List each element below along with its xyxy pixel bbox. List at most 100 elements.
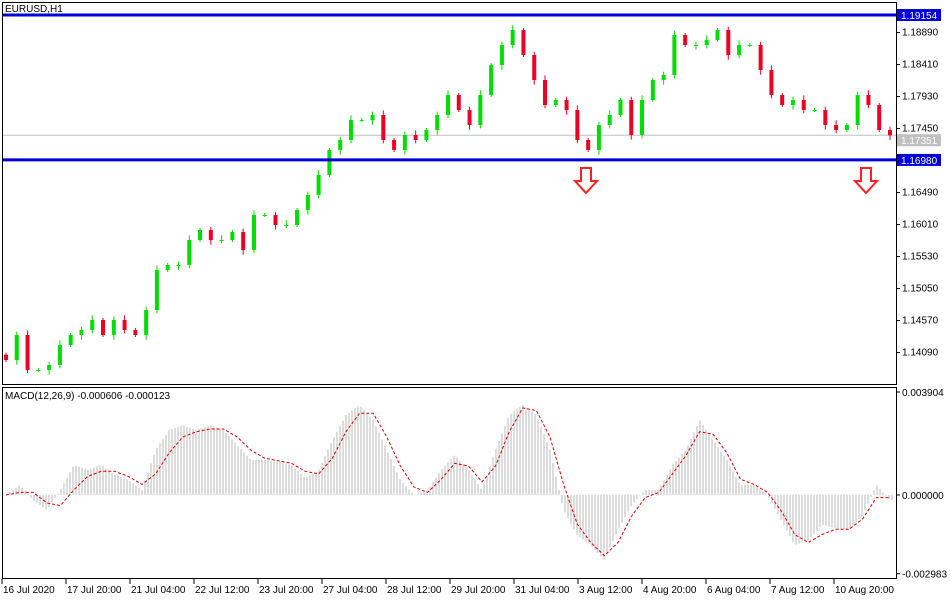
candle — [208, 226, 213, 245]
candle — [532, 51, 537, 85]
x-tick-label: 6 Aug 04:00 — [707, 585, 761, 596]
candle-body — [693, 45, 698, 46]
candle — [683, 33, 688, 47]
candle-body — [467, 110, 472, 125]
candle — [812, 108, 817, 112]
candle — [467, 106, 472, 130]
candle-body — [392, 140, 397, 150]
x-tick-label: 21 Jul 04:00 — [131, 585, 186, 596]
candle — [176, 261, 181, 270]
candle — [111, 316, 116, 340]
candle — [553, 98, 558, 107]
candle — [596, 121, 601, 155]
candle-body — [101, 320, 106, 335]
candle-body — [737, 45, 742, 55]
candle — [327, 148, 332, 177]
candle — [726, 26, 731, 60]
candle — [370, 111, 375, 125]
candle-body — [446, 95, 450, 115]
level-price-label: 1.19154 — [901, 11, 938, 22]
candle — [478, 90, 483, 129]
macd-pane[interactable] — [2, 387, 897, 579]
candle-body — [866, 95, 871, 105]
candle — [575, 105, 580, 144]
candle-body — [36, 370, 41, 371]
candle-body — [521, 30, 526, 55]
y-tick-label: 1.18890 — [902, 28, 939, 39]
macd-y-tick-label: 0.000000 — [902, 491, 944, 502]
candle — [446, 90, 450, 119]
candle — [144, 306, 149, 340]
candle-body — [726, 30, 731, 55]
candle-body — [769, 70, 774, 95]
candle-body — [262, 215, 267, 216]
candle — [284, 220, 289, 229]
candle — [769, 65, 774, 99]
candle — [338, 136, 343, 155]
y-tick-label: 1.15050 — [902, 284, 939, 295]
candle-body — [111, 320, 116, 335]
candle — [122, 315, 127, 334]
candle-body — [219, 240, 224, 241]
macd-y-tick-label: -0.002983 — [902, 570, 947, 581]
candle — [715, 28, 720, 42]
candle-body — [435, 115, 440, 130]
candle — [489, 63, 494, 97]
price-pane[interactable] — [2, 2, 897, 385]
x-tick-label: 27 Jul 04:00 — [323, 585, 378, 596]
candle — [57, 340, 62, 369]
candle-body — [359, 120, 364, 121]
candle — [424, 128, 429, 142]
candle-body — [758, 45, 763, 70]
candle — [564, 96, 569, 115]
candle-body — [208, 230, 213, 240]
candle-body — [284, 225, 289, 226]
candle — [607, 110, 612, 129]
x-tick-label: 10 Aug 20:00 — [835, 585, 894, 596]
x-tick-label: 7 Aug 12:00 — [771, 585, 825, 596]
candle — [640, 95, 645, 139]
down-arrow-icon — [852, 167, 880, 195]
candle — [262, 213, 267, 217]
candle — [790, 96, 795, 110]
candle — [402, 131, 407, 155]
candle — [219, 235, 224, 244]
y-tick-label: 1.16490 — [902, 188, 939, 199]
candle-body — [532, 55, 537, 80]
candle — [661, 71, 666, 85]
candle-body — [79, 330, 84, 335]
candle — [510, 25, 515, 49]
candle-body — [790, 100, 795, 105]
candle-body — [704, 40, 709, 45]
level-price-tag — [897, 153, 941, 166]
candle-body — [370, 115, 375, 120]
candle-body — [144, 310, 149, 335]
candle-body — [230, 232, 235, 240]
candle-body — [47, 365, 52, 370]
candle-body — [543, 80, 548, 105]
macd-series — [5, 405, 893, 560]
candle — [629, 96, 634, 140]
candle-body — [629, 100, 634, 135]
candle — [4, 352, 8, 362]
candle-body — [596, 125, 601, 150]
candle-body — [198, 230, 203, 240]
candle — [693, 41, 698, 50]
candle-body — [176, 265, 181, 266]
candle-body — [57, 345, 62, 365]
candle-body — [338, 140, 343, 150]
candle-body — [154, 270, 159, 310]
candle — [47, 361, 52, 375]
current-price-label: 1.17351 — [901, 136, 938, 147]
candle — [133, 328, 138, 337]
macd-label: MACD(12,26,9) -0.000606 -0.000123 — [5, 391, 171, 402]
candle — [241, 228, 246, 255]
candle-body — [812, 110, 817, 111]
candle — [650, 78, 655, 102]
candle-body — [133, 330, 138, 335]
candle-body — [499, 45, 504, 65]
candle — [888, 126, 892, 140]
x-tick-label: 17 Jul 20:00 — [67, 585, 122, 596]
candle-body — [381, 115, 386, 140]
